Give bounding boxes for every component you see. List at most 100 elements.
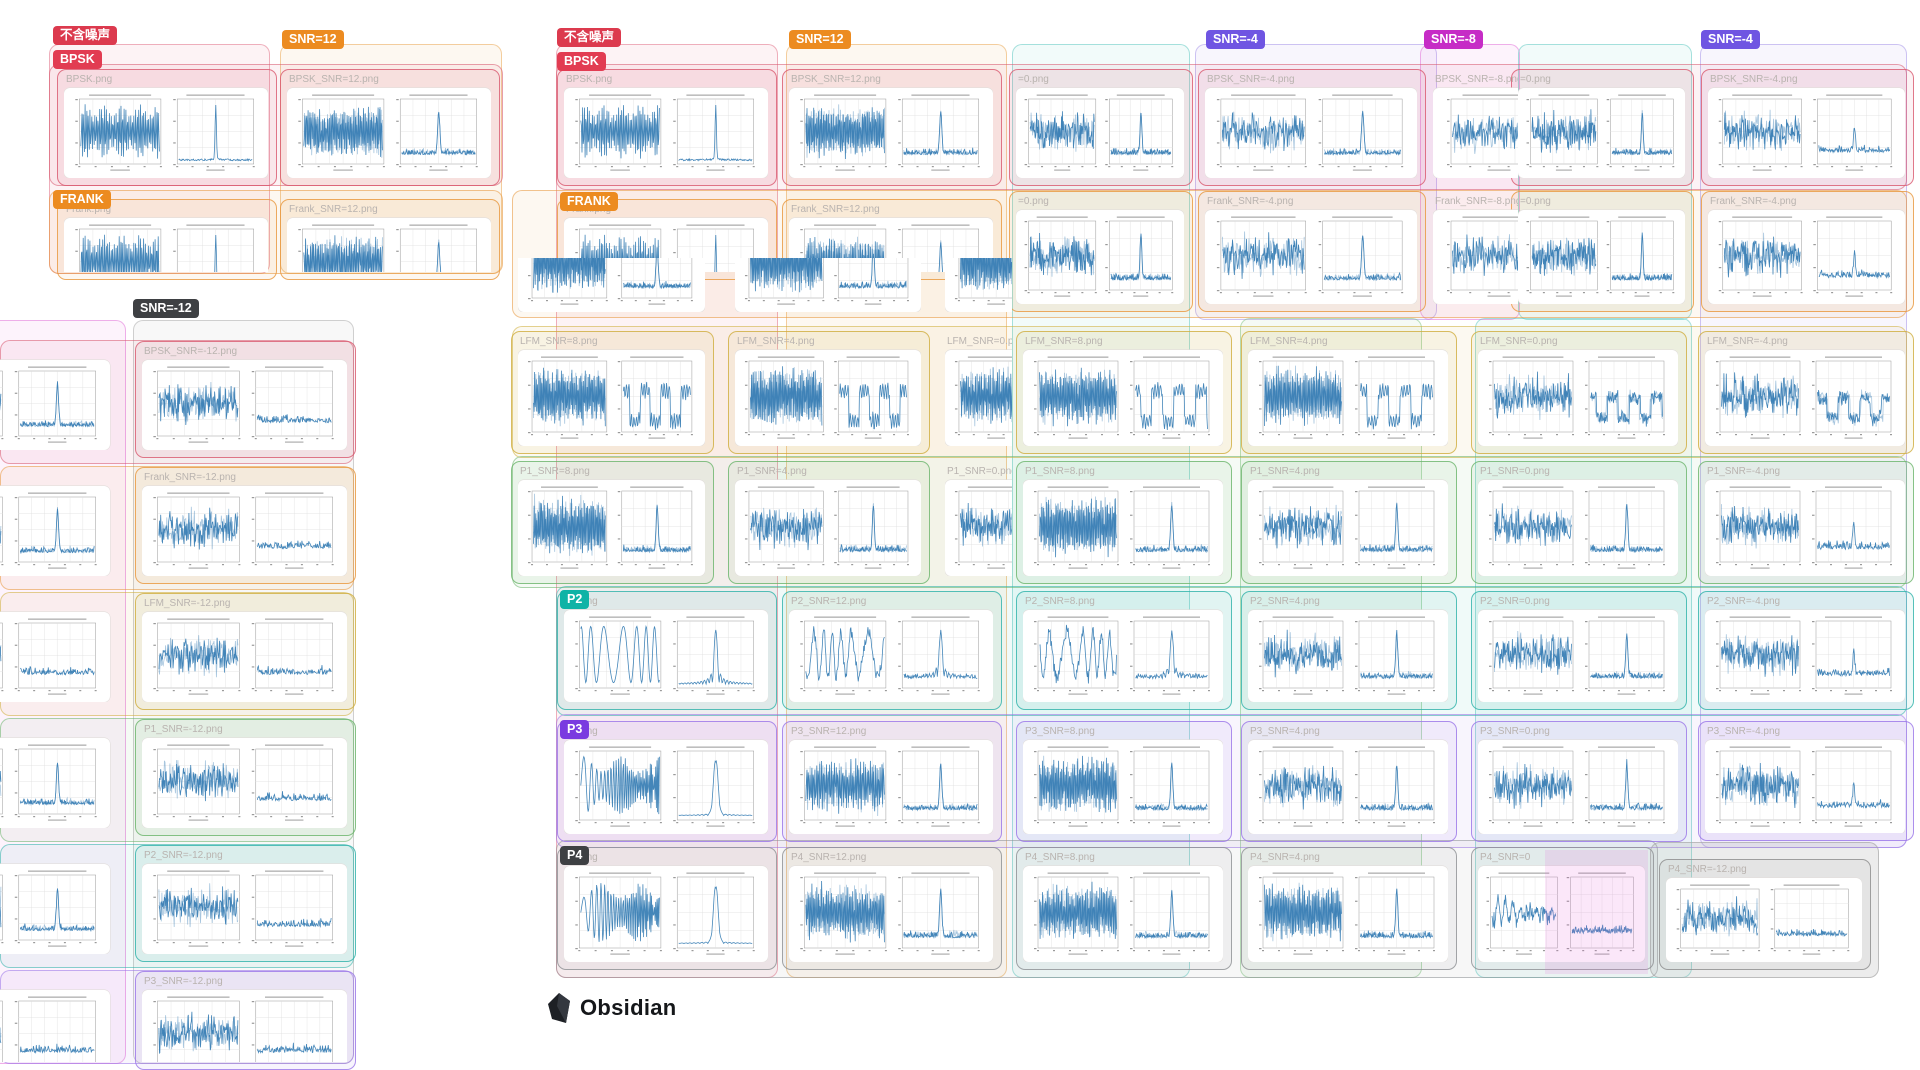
- plot-thumbnail[interactable]: [1705, 740, 1905, 833]
- canvas-card[interactable]: P4_SNR=-12.png: [1666, 864, 1862, 962]
- canvas-card[interactable]: P1_SNR=4.png: [735, 466, 921, 576]
- plot-thumbnail[interactable]: [945, 480, 1012, 576]
- plot-thumbnail[interactable]: [518, 480, 705, 576]
- plot-thumbnail[interactable]: [1205, 88, 1417, 178]
- plot-thumbnail[interactable]: [1433, 210, 1518, 304]
- node-badge[interactable]: SNR=-8: [1424, 30, 1483, 49]
- canvas-card[interactable]: Frank_SNR=-12.png: [142, 472, 347, 576]
- plot-thumbnail[interactable]: [564, 610, 768, 702]
- canvas-card[interactable]: P4_SNR=8.png: [1023, 852, 1223, 962]
- plot-thumbnail[interactable]: [789, 610, 993, 702]
- plot-thumbnail[interactable]: [1705, 480, 1905, 576]
- node-badge[interactable]: P3: [560, 720, 590, 739]
- plot-thumbnail[interactable]: [142, 612, 347, 702]
- canvas-card[interactable]: [518, 258, 705, 312]
- canvas-card[interactable]: P4.png: [564, 852, 768, 962]
- canvas-card[interactable]: BPSK_SNR=12.png: [287, 74, 491, 178]
- plot-thumbnail[interactable]: [142, 360, 347, 450]
- canvas-card[interactable]: Frank_SNR=-8.png: [1433, 196, 1518, 304]
- canvas-card[interactable]: P1_SNR=8.png: [518, 466, 705, 576]
- plot-thumbnail[interactable]: [1478, 740, 1678, 834]
- plot-thumbnail[interactable]: [0, 738, 110, 828]
- plot-thumbnail[interactable]: [0, 360, 110, 450]
- canvas-card[interactable]: [0, 472, 112, 576]
- plot-thumbnail[interactable]: [735, 258, 921, 312]
- canvas-card[interactable]: BPSK_SNR=-12.png: [142, 346, 347, 450]
- plot-thumbnail[interactable]: [1478, 866, 1645, 962]
- canvas-card[interactable]: LFM_SNR=4.png: [1248, 336, 1448, 446]
- canvas-card[interactable]: Frank.png: [64, 204, 268, 272]
- canvas-card[interactable]: [945, 258, 1012, 312]
- canvas-card[interactable]: [0, 346, 112, 450]
- canvas-card[interactable]: LFM_SNR=8.png: [518, 336, 705, 446]
- canvas-card[interactable]: P1_SNR=8.png: [1023, 466, 1223, 576]
- node-badge[interactable]: SNR=-12: [133, 299, 199, 318]
- canvas-card[interactable]: LFM_SNR=-12.png: [142, 598, 347, 702]
- plot-thumbnail[interactable]: [1248, 610, 1448, 702]
- canvas-card[interactable]: P2_SNR=-12.png: [142, 850, 347, 954]
- canvas-card[interactable]: [0, 976, 112, 1062]
- canvas-card[interactable]: P3_SNR=4.png: [1248, 726, 1448, 834]
- canvas-card[interactable]: P3_SNR=8.png: [1023, 726, 1223, 834]
- canvas-card[interactable]: P2_SNR=12.png: [789, 596, 993, 702]
- canvas-card[interactable]: [0, 598, 112, 702]
- canvas-card[interactable]: LFM_SNR=-4.png: [1705, 336, 1905, 446]
- node-badge[interactable]: SNR=12: [789, 30, 851, 49]
- canvas-card[interactable]: BPSK.png: [564, 74, 768, 178]
- canvas-card[interactable]: LFM_SNR=8.png: [1023, 336, 1223, 446]
- canvas-card[interactable]: P4_SNR=0: [1478, 852, 1645, 962]
- plot-thumbnail[interactable]: [564, 866, 768, 962]
- plot-thumbnail[interactable]: [1248, 350, 1448, 446]
- canvas-card[interactable]: Frank_SNR=12.png: [287, 204, 491, 272]
- plot-thumbnail[interactable]: [945, 350, 1012, 446]
- canvas-card[interactable]: P1_SNR=4.png: [1248, 466, 1448, 576]
- canvas-card[interactable]: BPSK_SNR=-4.png: [1205, 74, 1417, 178]
- canvas-card[interactable]: LFM_SNR=4.png: [735, 336, 921, 446]
- plot-thumbnail[interactable]: [64, 88, 268, 178]
- node-badge[interactable]: SNR=12: [282, 30, 344, 49]
- canvas-card[interactable]: P1_SNR=0.png: [1478, 466, 1678, 576]
- canvas-card[interactable]: [0, 850, 112, 954]
- node-badge[interactable]: P2: [560, 590, 590, 609]
- plot-thumbnail[interactable]: [1708, 88, 1905, 178]
- plot-thumbnail[interactable]: [287, 218, 491, 272]
- plot-thumbnail[interactable]: [142, 738, 347, 828]
- canvas-card[interactable]: P3.png: [564, 726, 768, 834]
- canvas-card[interactable]: [0, 724, 112, 828]
- node-badge[interactable]: BPSK: [557, 52, 606, 71]
- plot-thumbnail[interactable]: [1023, 480, 1223, 576]
- plot-thumbnail[interactable]: [735, 350, 921, 446]
- plot-thumbnail[interactable]: [1708, 210, 1905, 304]
- plot-thumbnail[interactable]: [1248, 740, 1448, 834]
- plot-thumbnail[interactable]: [789, 866, 993, 962]
- plot-thumbnail[interactable]: [0, 612, 110, 702]
- canvas-card[interactable]: P2_SNR=0.png: [1478, 596, 1678, 702]
- canvas-card[interactable]: LFM_SNR=0.png: [1478, 336, 1678, 446]
- canvas-card[interactable]: P2.png: [564, 596, 768, 702]
- plot-thumbnail[interactable]: [1705, 610, 1905, 702]
- plot-thumbnail[interactable]: [0, 486, 110, 576]
- canvas-card[interactable]: BPSK_SNR=12.png: [789, 74, 993, 178]
- node-badge[interactable]: FRANK: [53, 190, 111, 209]
- node-badge[interactable]: FRANK: [560, 192, 618, 211]
- plot-thumbnail[interactable]: [735, 480, 921, 576]
- plot-thumbnail[interactable]: [1433, 88, 1518, 178]
- canvas-card[interactable]: P3_SNR=12.png: [789, 726, 993, 834]
- canvas-card[interactable]: Frank_SNR=-4.png: [1708, 196, 1905, 304]
- canvas-card[interactable]: LFM_SNR=0.png: [945, 336, 1012, 446]
- canvas-card[interactable]: P4_SNR=4.png: [1248, 852, 1448, 962]
- plot-thumbnail[interactable]: [1705, 350, 1905, 446]
- plot-thumbnail[interactable]: [564, 740, 768, 834]
- canvas-card[interactable]: BPSK_SNR=-8.png: [1433, 74, 1518, 178]
- plot-thumbnail[interactable]: [1666, 878, 1862, 962]
- plot-thumbnail[interactable]: [142, 486, 347, 576]
- canvas-card[interactable]: BPSK.png: [64, 74, 268, 178]
- plot-thumbnail[interactable]: [518, 258, 705, 312]
- canvas-card[interactable]: =0.png: [1518, 196, 1685, 304]
- plot-thumbnail[interactable]: [0, 990, 110, 1062]
- canvas-card[interactable]: Frank_SNR=-4.png: [1205, 196, 1417, 304]
- plot-thumbnail[interactable]: [564, 88, 768, 178]
- plot-thumbnail[interactable]: [1016, 88, 1184, 178]
- plot-thumbnail[interactable]: [142, 990, 347, 1062]
- canvas-card[interactable]: P1_SNR=-12.png: [142, 724, 347, 828]
